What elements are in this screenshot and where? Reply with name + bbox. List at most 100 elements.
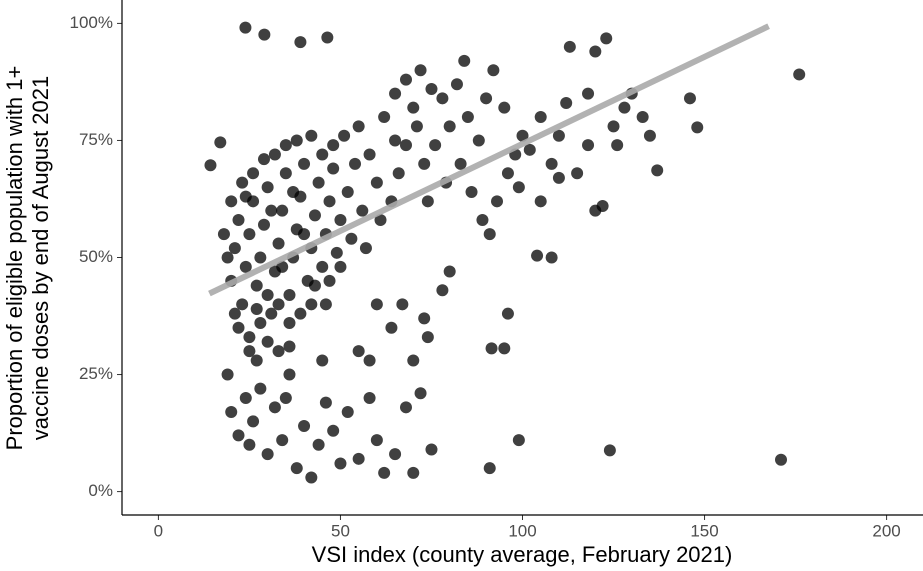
point [250, 303, 263, 315]
point [352, 452, 365, 465]
point [611, 139, 624, 152]
point [582, 87, 595, 100]
point [443, 265, 456, 278]
point [472, 134, 485, 147]
point [279, 139, 292, 152]
point [399, 139, 412, 152]
point [501, 167, 514, 180]
point [228, 307, 241, 320]
point [247, 415, 260, 428]
point [217, 228, 230, 241]
point [385, 321, 398, 334]
point [272, 237, 285, 250]
point [228, 242, 241, 255]
point [298, 420, 311, 433]
point [305, 298, 318, 311]
point [651, 164, 664, 177]
point [436, 92, 449, 105]
point [243, 331, 256, 344]
point [603, 444, 616, 457]
point [571, 167, 584, 180]
x-tick-label: 100 [508, 521, 536, 540]
point [312, 176, 325, 189]
point [545, 251, 558, 264]
point [378, 111, 391, 124]
point [443, 120, 456, 133]
point [429, 139, 442, 152]
point [330, 246, 343, 259]
point [523, 143, 536, 156]
point [691, 121, 704, 134]
point [334, 260, 347, 273]
point [498, 342, 511, 355]
x-tick-label: 200 [872, 521, 900, 540]
point [418, 312, 431, 325]
point [341, 185, 354, 198]
point [374, 214, 387, 227]
point [793, 68, 806, 81]
point [341, 406, 354, 418]
point [261, 448, 274, 461]
point [370, 434, 383, 447]
point [257, 218, 270, 231]
point [279, 167, 292, 180]
point [389, 448, 402, 461]
point [316, 148, 329, 161]
point [294, 307, 307, 320]
point [323, 195, 336, 208]
point [425, 82, 438, 95]
point [407, 466, 420, 479]
trend-line [208, 23, 770, 297]
point [283, 340, 296, 353]
point [334, 214, 347, 227]
point [418, 157, 431, 170]
point [276, 260, 289, 273]
point [305, 471, 318, 484]
point [232, 214, 245, 227]
point [247, 167, 260, 180]
point [407, 354, 420, 367]
point [465, 185, 478, 198]
y-tick-label: 75% [79, 130, 113, 149]
point [323, 274, 336, 287]
point [279, 391, 292, 404]
point [389, 134, 402, 147]
point [239, 260, 252, 273]
y-tick-label: 25% [79, 364, 113, 383]
point [399, 401, 412, 414]
point [552, 129, 565, 142]
point [352, 345, 365, 358]
point [334, 457, 347, 470]
point [327, 424, 340, 437]
point [239, 190, 252, 203]
y-axis-title-line: Proportion of eligible population with 1… [2, 66, 27, 451]
point [392, 167, 405, 180]
point [232, 429, 245, 442]
point [294, 36, 307, 49]
y-tick-label: 0% [88, 481, 113, 500]
point [232, 321, 245, 334]
point [316, 354, 329, 367]
point [775, 453, 788, 466]
point [250, 279, 263, 292]
point [607, 120, 620, 133]
point [359, 242, 372, 255]
point [225, 406, 238, 418]
point [421, 195, 434, 208]
point [683, 92, 696, 105]
point [552, 171, 565, 184]
point [254, 317, 267, 330]
point [436, 284, 449, 297]
point [560, 97, 573, 109]
point [221, 251, 234, 264]
point [516, 129, 529, 142]
point [345, 232, 358, 245]
point [257, 153, 270, 166]
x-tick-label: 50 [331, 521, 350, 540]
point [534, 111, 547, 124]
point [545, 157, 558, 170]
point [243, 438, 256, 451]
point [414, 64, 427, 77]
point [276, 434, 289, 447]
point [501, 307, 514, 320]
